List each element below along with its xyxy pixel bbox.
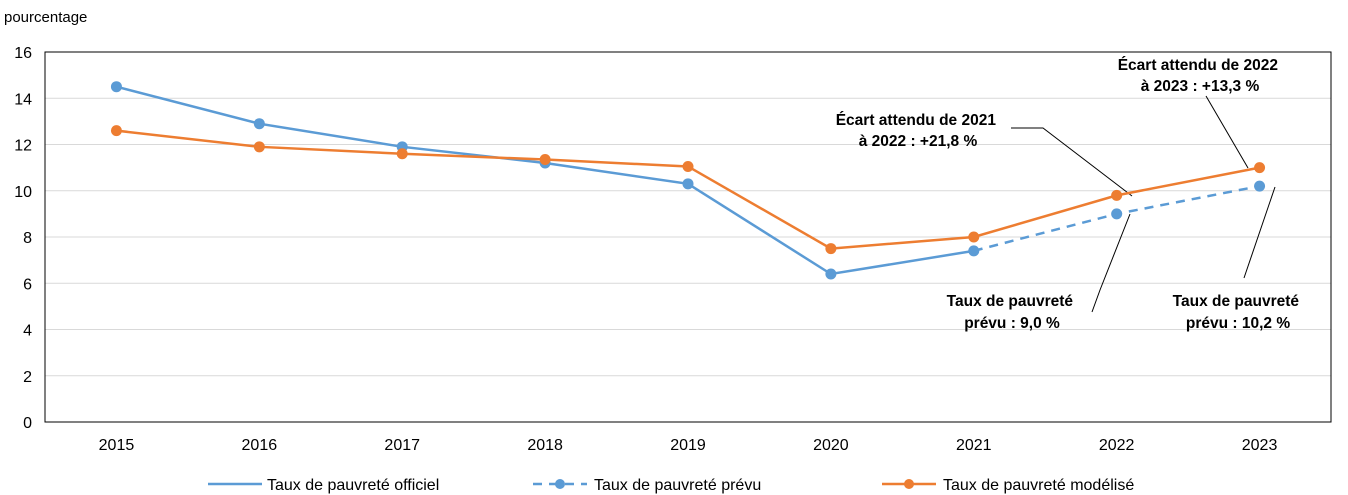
point-modeled-2015 xyxy=(110,125,122,137)
point-forecast-2015 xyxy=(110,81,122,93)
gridlines xyxy=(45,97,1331,377)
annotation-gap-2022-2023: Écart attendu de 2022 à 2023 : +13,3 % xyxy=(1118,57,1283,95)
y-axis-ticks: 0 2 4 6 8 10 12 14 16 xyxy=(14,45,32,432)
legend-label-official: Taux de pauvreté officiel xyxy=(267,477,439,494)
y-tick-label-12: 12 xyxy=(14,138,32,155)
x-tick-label-2022: 2022 xyxy=(1099,437,1135,454)
y-tick-label-2: 2 xyxy=(23,369,32,386)
annotation-gap-2022-2023-line-1: Écart attendu de 2022 xyxy=(1118,57,1278,74)
x-tick-label-2017: 2017 xyxy=(384,437,420,454)
series-line-modeled xyxy=(116,129,1260,250)
y-tick-label-8: 8 xyxy=(23,230,32,247)
point-modeled-2023 xyxy=(1254,162,1266,174)
leader-line-2022-forecast xyxy=(1091,213,1131,313)
plot-area-border xyxy=(44,51,1332,423)
legend-item-forecast: Taux de pauvreté prévu xyxy=(533,477,761,494)
y-tick-label-4: 4 xyxy=(23,323,32,340)
annotation-gap-2021-2022-line-2: à 2022 : +21,8 % xyxy=(859,133,978,150)
leader-line-2023-gap xyxy=(1205,95,1249,169)
x-axis-ticks: 2015 2016 2017 2018 2019 2020 2021 2022 2023 xyxy=(99,437,1278,454)
legend-item-modeled: Taux de pauvreté modélisé xyxy=(882,477,1134,494)
y-tick-label-16: 16 xyxy=(14,45,32,62)
annotation-gap-2021-2022: Écart attendu de 2021 à 2022 : +21,8 % xyxy=(836,112,1001,150)
y-tick-label-6: 6 xyxy=(23,276,32,293)
point-modeled-2019 xyxy=(682,160,694,172)
annotation-forecast-2023-line-1: Taux de pauvreté xyxy=(1173,293,1300,310)
point-modeled-2018 xyxy=(539,154,551,166)
point-forecast-2021 xyxy=(968,245,980,257)
leader-line-2023-forecast xyxy=(1243,186,1276,279)
point-modeled-2016 xyxy=(253,141,265,153)
point-forecast-2023 xyxy=(1254,180,1266,192)
x-tick-label-2016: 2016 xyxy=(242,437,278,454)
legend-item-official: Taux de pauvreté officiel xyxy=(208,477,439,494)
point-forecast-2016 xyxy=(253,118,265,130)
legend-marker-modeled xyxy=(904,479,914,489)
x-tick-label-2023: 2023 xyxy=(1242,437,1278,454)
leader-line-2022-gap xyxy=(1011,127,1133,197)
point-modeled-2017 xyxy=(396,148,408,160)
legend-label-forecast: Taux de pauvreté prévu xyxy=(594,477,761,494)
x-tick-label-2019: 2019 xyxy=(670,437,706,454)
y-tick-label-14: 14 xyxy=(14,91,32,108)
annotation-forecast-2022-line-1: Taux de pauvreté xyxy=(947,293,1074,310)
y-tick-label-10: 10 xyxy=(14,184,32,201)
annotation-forecast-2022-line-2: prévu : 9,0 % xyxy=(964,315,1060,332)
point-modeled-2022 xyxy=(1111,189,1123,201)
annotation-gap-2021-2022-line-1: Écart attendu de 2021 xyxy=(836,112,997,129)
y-axis-unit-label: pourcentage xyxy=(4,9,87,26)
annotation-forecast-2022: Taux de pauvreté prévu : 9,0 % xyxy=(947,293,1078,332)
y-tick-label-0: 0 xyxy=(23,415,32,432)
point-forecast-2022 xyxy=(1111,208,1123,220)
markers-layer xyxy=(110,81,1266,280)
x-tick-label-2018: 2018 xyxy=(527,437,563,454)
legend-marker-forecast xyxy=(555,479,565,489)
x-tick-label-2015: 2015 xyxy=(99,437,135,454)
x-tick-label-2021: 2021 xyxy=(956,437,992,454)
point-forecast-2020 xyxy=(825,268,837,280)
point-modeled-2020 xyxy=(825,243,837,255)
legend: Taux de pauvreté officiel Taux de pauvre… xyxy=(208,477,1134,494)
annotation-leaders xyxy=(1011,95,1276,313)
point-forecast-2019 xyxy=(682,178,694,190)
x-tick-label-2020: 2020 xyxy=(813,437,849,454)
annotation-forecast-2023-line-2: prévu : 10,2 % xyxy=(1186,315,1290,332)
annotation-forecast-2023: Taux de pauvreté prévu : 10,2 % xyxy=(1173,293,1304,332)
annotation-gap-2022-2023-line-2: à 2023 : +13,3 % xyxy=(1141,78,1260,95)
legend-label-modeled: Taux de pauvreté modélisé xyxy=(943,477,1134,494)
point-modeled-2021 xyxy=(968,231,980,243)
